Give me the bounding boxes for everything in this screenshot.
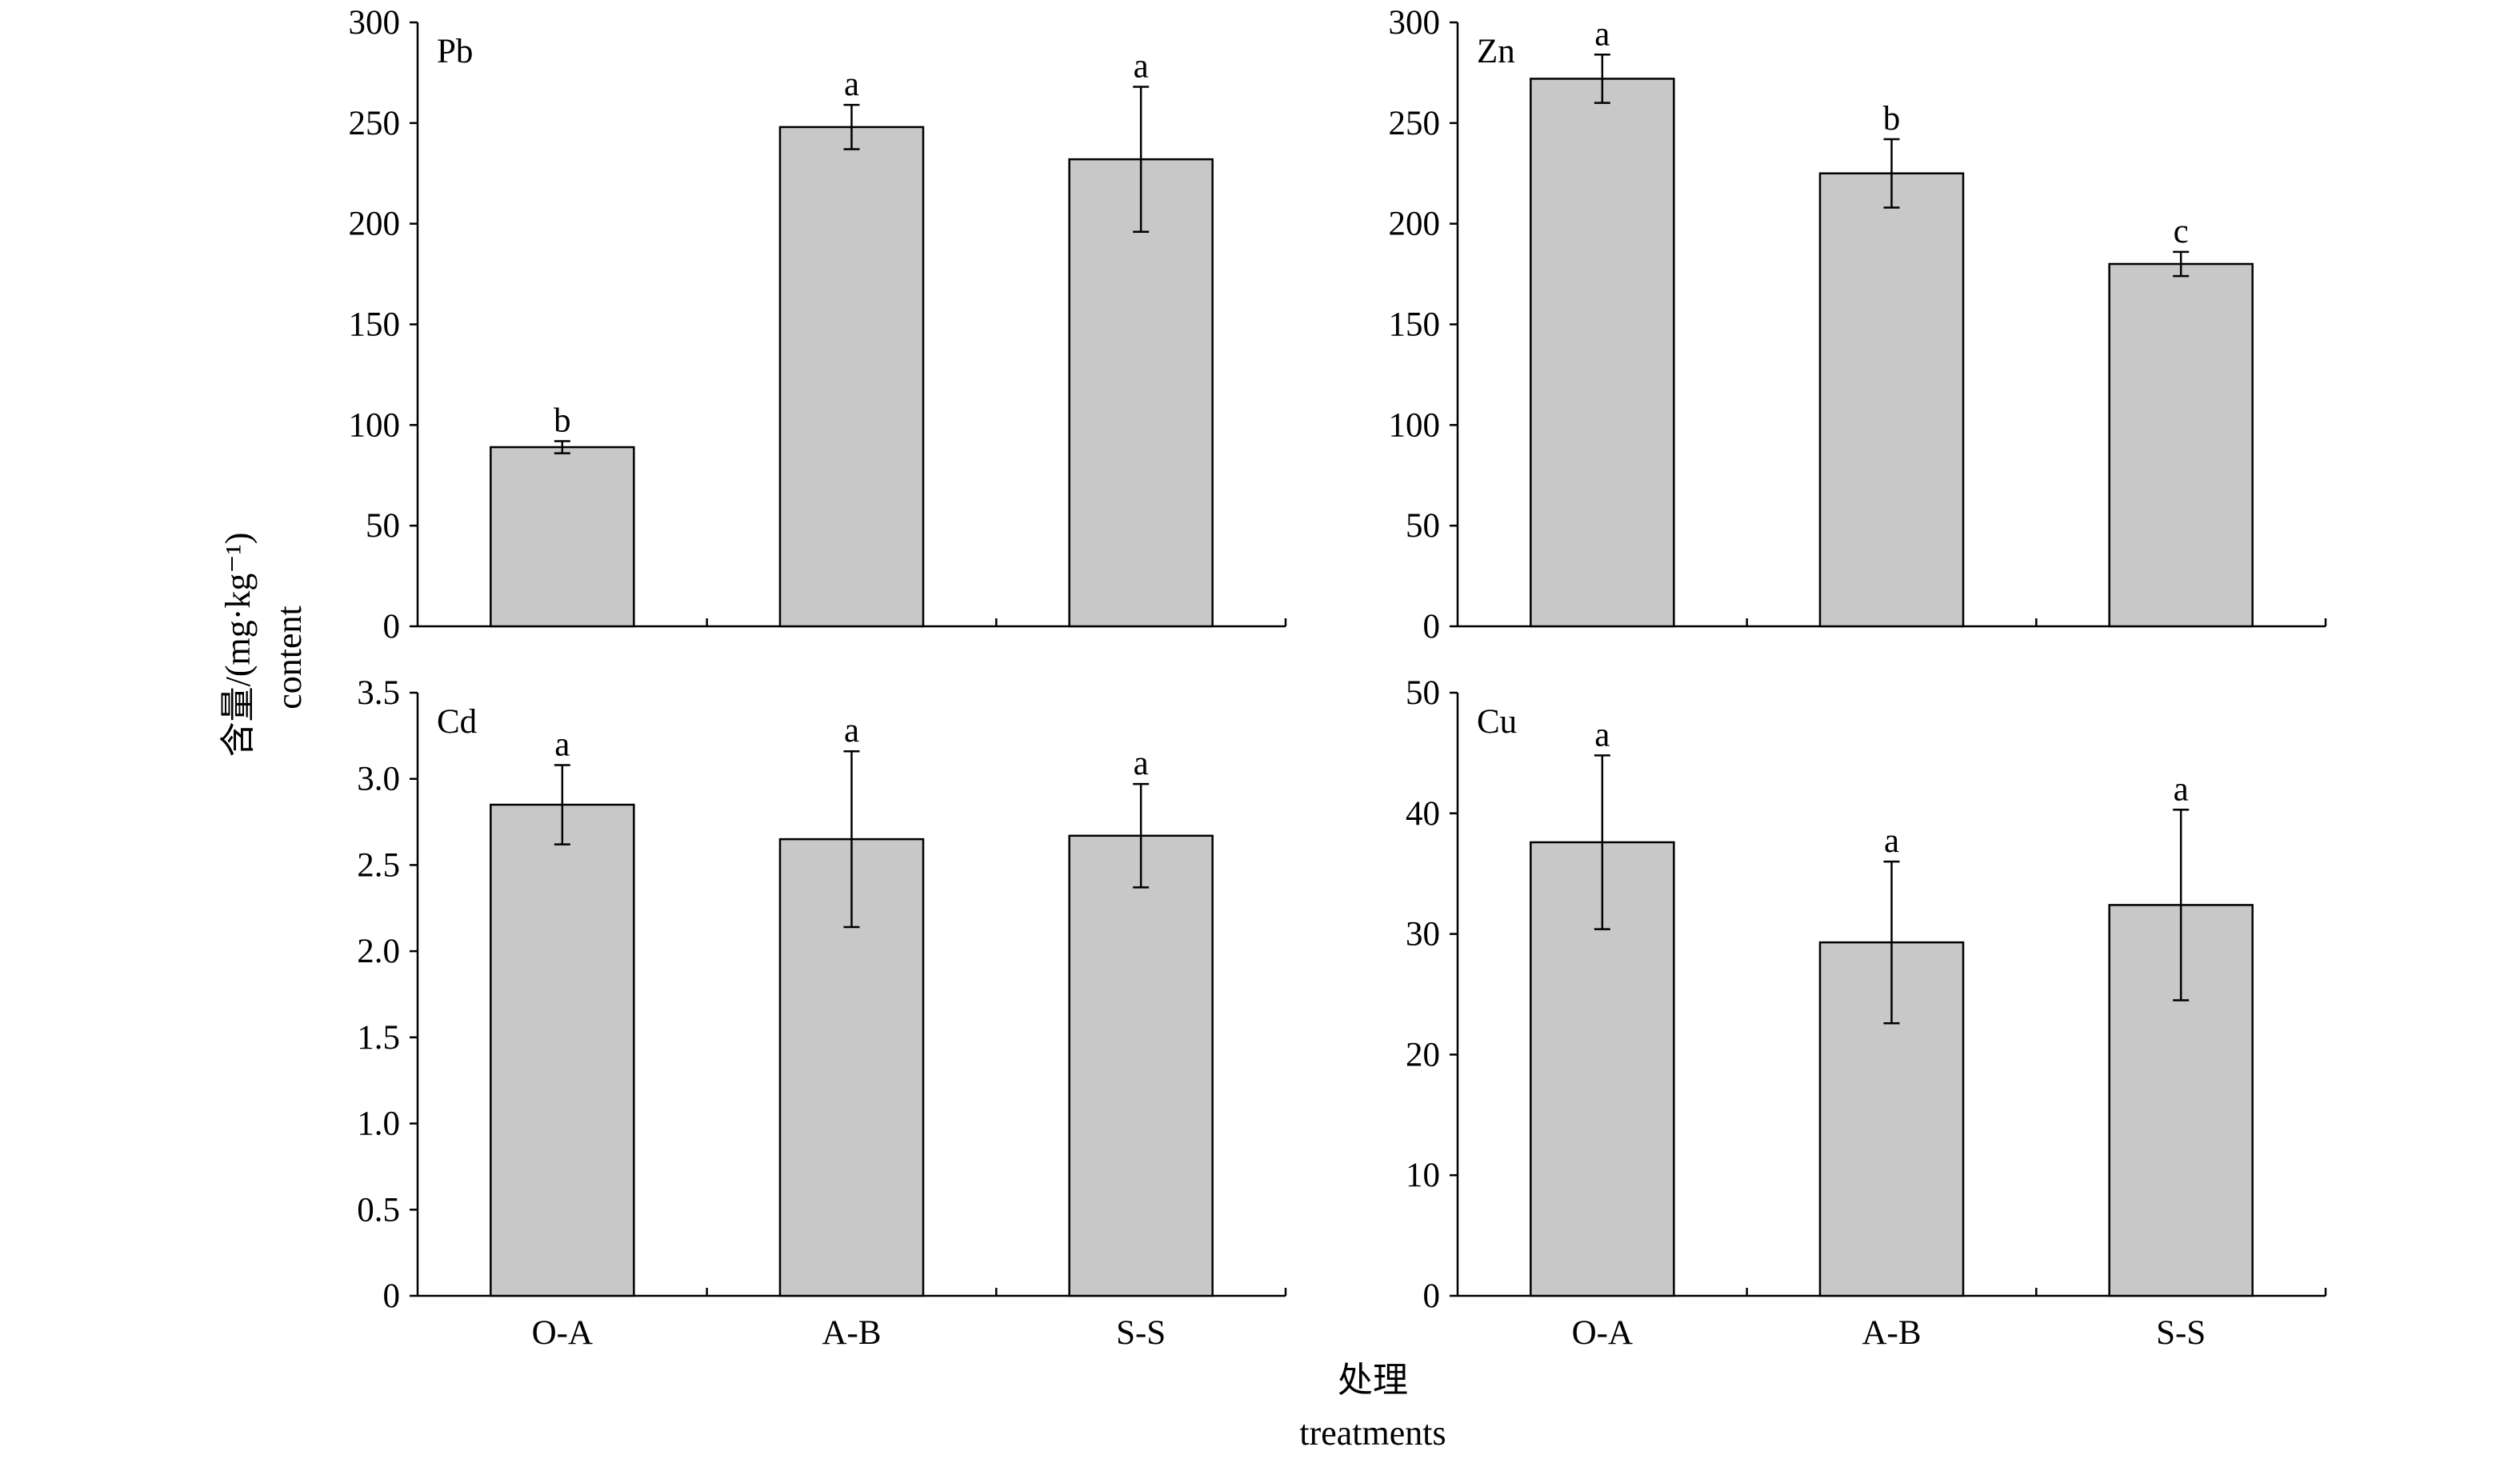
panel-pb: 0 50 100 150 200 250 300 Pb b a a [349, 4, 1287, 646]
cd-y-tick-label: 1.5 [357, 1019, 400, 1057]
cu-y-tick-label: 10 [1406, 1157, 1440, 1194]
pb-y-tick-label: 0 [383, 608, 401, 646]
zn-significance-letter-a-b: b [1883, 100, 1901, 138]
cu-category-label-s-s: S-S [2156, 1314, 2206, 1352]
cd-panel-label: Cd [437, 703, 477, 741]
cu-significance-letter-s-s: a [2174, 770, 2189, 808]
pb-y-tick-label: 200 [349, 206, 401, 243]
pb-y-tick-label: 250 [349, 105, 401, 142]
pb-y-tick-label: 300 [349, 4, 401, 42]
cu-category-label-o-a: O-A [1572, 1314, 1633, 1352]
zn-y-tick-label: 250 [1389, 105, 1441, 142]
zn-y-tick-label: 150 [1389, 306, 1441, 344]
cu-y-tick-label: 20 [1406, 1036, 1440, 1073]
zn-y-tick-label: 100 [1389, 406, 1441, 444]
cu-y-tick-label: 30 [1406, 916, 1440, 953]
cd-category-label-s-s: S-S [1116, 1314, 1166, 1352]
zn-y-tick-label: 200 [1389, 206, 1441, 243]
pb-significance-letter-s-s: a [1134, 48, 1149, 86]
cd-y-tick-label: 1.0 [357, 1105, 400, 1143]
cu-y-tick-label: 0 [1423, 1277, 1441, 1315]
zn-bar-o-a [1530, 78, 1675, 628]
cd-y-tick-label: 0 [383, 1277, 401, 1315]
cd-y-tick-label: 2.0 [357, 933, 400, 970]
cd-bar-s-s [1068, 834, 1214, 1297]
x-axis-label-zh: 处理 [1338, 1361, 1408, 1400]
zn-y-tick-label: 300 [1389, 4, 1441, 42]
zn-bar-s-s [2108, 262, 2254, 628]
pb-significance-letter-a-b: a [844, 66, 859, 103]
pb-significance-letter-o-a: b [554, 402, 571, 439]
cd-y-tick-label: 2.5 [357, 846, 400, 884]
cd-significance-letter-a-b: a [844, 712, 859, 749]
zn-y-tick-label: 0 [1423, 608, 1441, 646]
cu-y-tick-label: 50 [1406, 674, 1440, 712]
cd-category-label-a-b: A-B [822, 1314, 881, 1352]
zn-significance-letter-s-s: c [2174, 213, 2189, 250]
cu-panel-label: Cu [1477, 703, 1517, 741]
panel-zn: 0 50 100 150 200 250 300 Zn a b c [1389, 4, 2327, 646]
zn-bar-a-b [1818, 172, 1965, 628]
pb-bar-o-a [490, 446, 635, 628]
cd-y-tick-label: 3.5 [357, 674, 400, 712]
panel-cd: 0 0.5 1.0 1.5 2.0 2.5 3.0 3.5 Cd a O-A a A-B a S-S [357, 674, 1287, 1352]
pb-bar-a-b [778, 126, 925, 628]
y-axis-label-zh: 含量/(mg·kg⁻¹) [218, 533, 258, 757]
cu-significance-letter-o-a: a [1594, 716, 1610, 753]
cd-bar-o-a [490, 803, 635, 1297]
zn-significance-letter-o-a: a [1594, 15, 1610, 53]
cu-category-label-a-b: A-B [1862, 1314, 1921, 1352]
pb-y-tick-label: 50 [366, 507, 400, 545]
y-axis-label-en: content [270, 606, 309, 710]
cd-significance-letter-s-s: a [1134, 745, 1149, 782]
zn-y-tick-label: 50 [1406, 507, 1440, 545]
x-axis-label-en: treatments [1299, 1413, 1446, 1453]
cu-significance-letter-a-b: a [1884, 822, 1899, 860]
pb-y-tick-label: 150 [349, 306, 401, 344]
panel-cu: 0 10 20 30 40 50 Cu a O-A a A-B a S-S [1406, 674, 2327, 1352]
cd-y-tick-label: 0.5 [357, 1191, 400, 1229]
cd-category-label-o-a: O-A [532, 1314, 593, 1352]
cd-y-tick-label: 3.0 [357, 761, 400, 798]
pb-panel-label: Pb [437, 33, 473, 70]
pb-y-tick-label: 100 [349, 406, 401, 444]
zn-panel-label: Zn [1477, 33, 1515, 70]
cu-y-tick-label: 40 [1406, 795, 1440, 833]
cd-significance-letter-o-a: a [554, 726, 570, 763]
